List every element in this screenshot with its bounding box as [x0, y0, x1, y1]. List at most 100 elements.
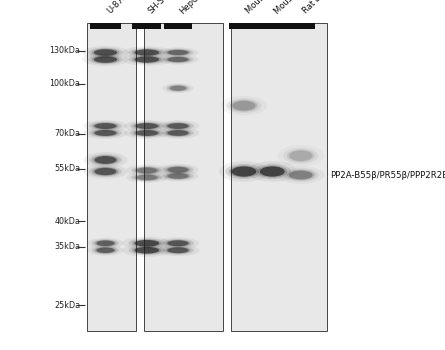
Ellipse shape [137, 168, 157, 173]
Ellipse shape [135, 130, 158, 136]
Ellipse shape [122, 53, 171, 66]
Ellipse shape [84, 152, 127, 168]
Ellipse shape [94, 168, 117, 175]
Ellipse shape [134, 247, 159, 253]
Ellipse shape [88, 48, 123, 57]
Ellipse shape [162, 172, 194, 180]
Text: U-87MG: U-87MG [105, 0, 136, 16]
Ellipse shape [168, 173, 188, 179]
Ellipse shape [132, 49, 162, 56]
Ellipse shape [89, 154, 122, 166]
Ellipse shape [158, 164, 198, 176]
Ellipse shape [165, 247, 191, 254]
Ellipse shape [92, 239, 119, 247]
Text: 100kDa: 100kDa [49, 79, 80, 89]
Ellipse shape [247, 161, 297, 182]
Ellipse shape [94, 156, 117, 164]
Text: Rat brain: Rat brain [301, 0, 334, 16]
Ellipse shape [132, 246, 162, 254]
Ellipse shape [94, 56, 117, 63]
Ellipse shape [167, 123, 189, 129]
Bar [258, 23, 287, 29]
Ellipse shape [94, 130, 117, 136]
Ellipse shape [133, 122, 161, 130]
Ellipse shape [97, 240, 114, 246]
Ellipse shape [289, 150, 312, 161]
Text: PP2A-B55β/PR55β/PPP2R2B: PP2A-B55β/PR55β/PPP2R2B [330, 170, 445, 180]
Ellipse shape [166, 84, 190, 92]
Ellipse shape [122, 237, 171, 250]
Ellipse shape [129, 48, 165, 57]
Ellipse shape [167, 247, 189, 253]
Text: 40kDa: 40kDa [54, 217, 80, 226]
Ellipse shape [134, 56, 159, 63]
Ellipse shape [167, 240, 189, 246]
Ellipse shape [92, 246, 119, 254]
Ellipse shape [84, 164, 127, 179]
Ellipse shape [162, 165, 194, 174]
Ellipse shape [166, 56, 190, 63]
Ellipse shape [132, 239, 162, 247]
Ellipse shape [167, 130, 189, 136]
Ellipse shape [157, 127, 199, 139]
Ellipse shape [232, 101, 255, 111]
Ellipse shape [287, 170, 315, 180]
Ellipse shape [227, 98, 261, 113]
Ellipse shape [92, 155, 119, 164]
Ellipse shape [219, 161, 269, 182]
Text: HepG2: HepG2 [178, 0, 205, 16]
Ellipse shape [92, 49, 119, 56]
Ellipse shape [157, 237, 199, 249]
Ellipse shape [89, 128, 122, 138]
Ellipse shape [129, 245, 165, 255]
Ellipse shape [134, 167, 159, 174]
Ellipse shape [289, 170, 313, 180]
Text: 55kDa: 55kDa [54, 164, 80, 173]
Ellipse shape [135, 123, 158, 129]
Bar [231, 23, 327, 331]
Ellipse shape [157, 120, 199, 132]
Ellipse shape [92, 56, 119, 63]
Ellipse shape [131, 166, 162, 175]
Ellipse shape [254, 164, 291, 179]
Ellipse shape [165, 122, 191, 130]
Ellipse shape [129, 55, 165, 64]
Text: Mouse lung: Mouse lung [272, 0, 313, 16]
Ellipse shape [94, 123, 117, 129]
Ellipse shape [131, 173, 162, 182]
Ellipse shape [162, 246, 194, 255]
Ellipse shape [126, 172, 167, 183]
Ellipse shape [170, 86, 186, 91]
Ellipse shape [231, 166, 256, 177]
Ellipse shape [95, 240, 116, 246]
Text: 25kDa: 25kDa [54, 301, 80, 310]
Ellipse shape [122, 46, 171, 59]
Ellipse shape [229, 165, 259, 178]
Ellipse shape [166, 173, 190, 179]
Ellipse shape [84, 127, 127, 139]
Ellipse shape [168, 57, 188, 62]
Ellipse shape [225, 164, 263, 179]
Text: Mouse brain: Mouse brain [244, 0, 287, 16]
Ellipse shape [134, 174, 159, 181]
Ellipse shape [158, 171, 198, 181]
Text: 130kDa: 130kDa [49, 46, 80, 55]
Bar [144, 23, 222, 331]
Ellipse shape [82, 46, 129, 59]
Ellipse shape [87, 238, 124, 249]
Bar [164, 23, 193, 29]
Bar [133, 23, 162, 29]
Ellipse shape [162, 129, 194, 137]
Ellipse shape [283, 148, 318, 164]
Ellipse shape [97, 247, 114, 253]
Ellipse shape [162, 239, 194, 248]
Ellipse shape [82, 53, 129, 66]
Ellipse shape [168, 167, 188, 173]
Ellipse shape [166, 166, 190, 173]
Ellipse shape [157, 244, 199, 256]
Ellipse shape [133, 130, 161, 136]
Ellipse shape [230, 100, 258, 112]
Bar [87, 23, 136, 331]
Ellipse shape [132, 56, 162, 63]
Ellipse shape [124, 127, 170, 139]
